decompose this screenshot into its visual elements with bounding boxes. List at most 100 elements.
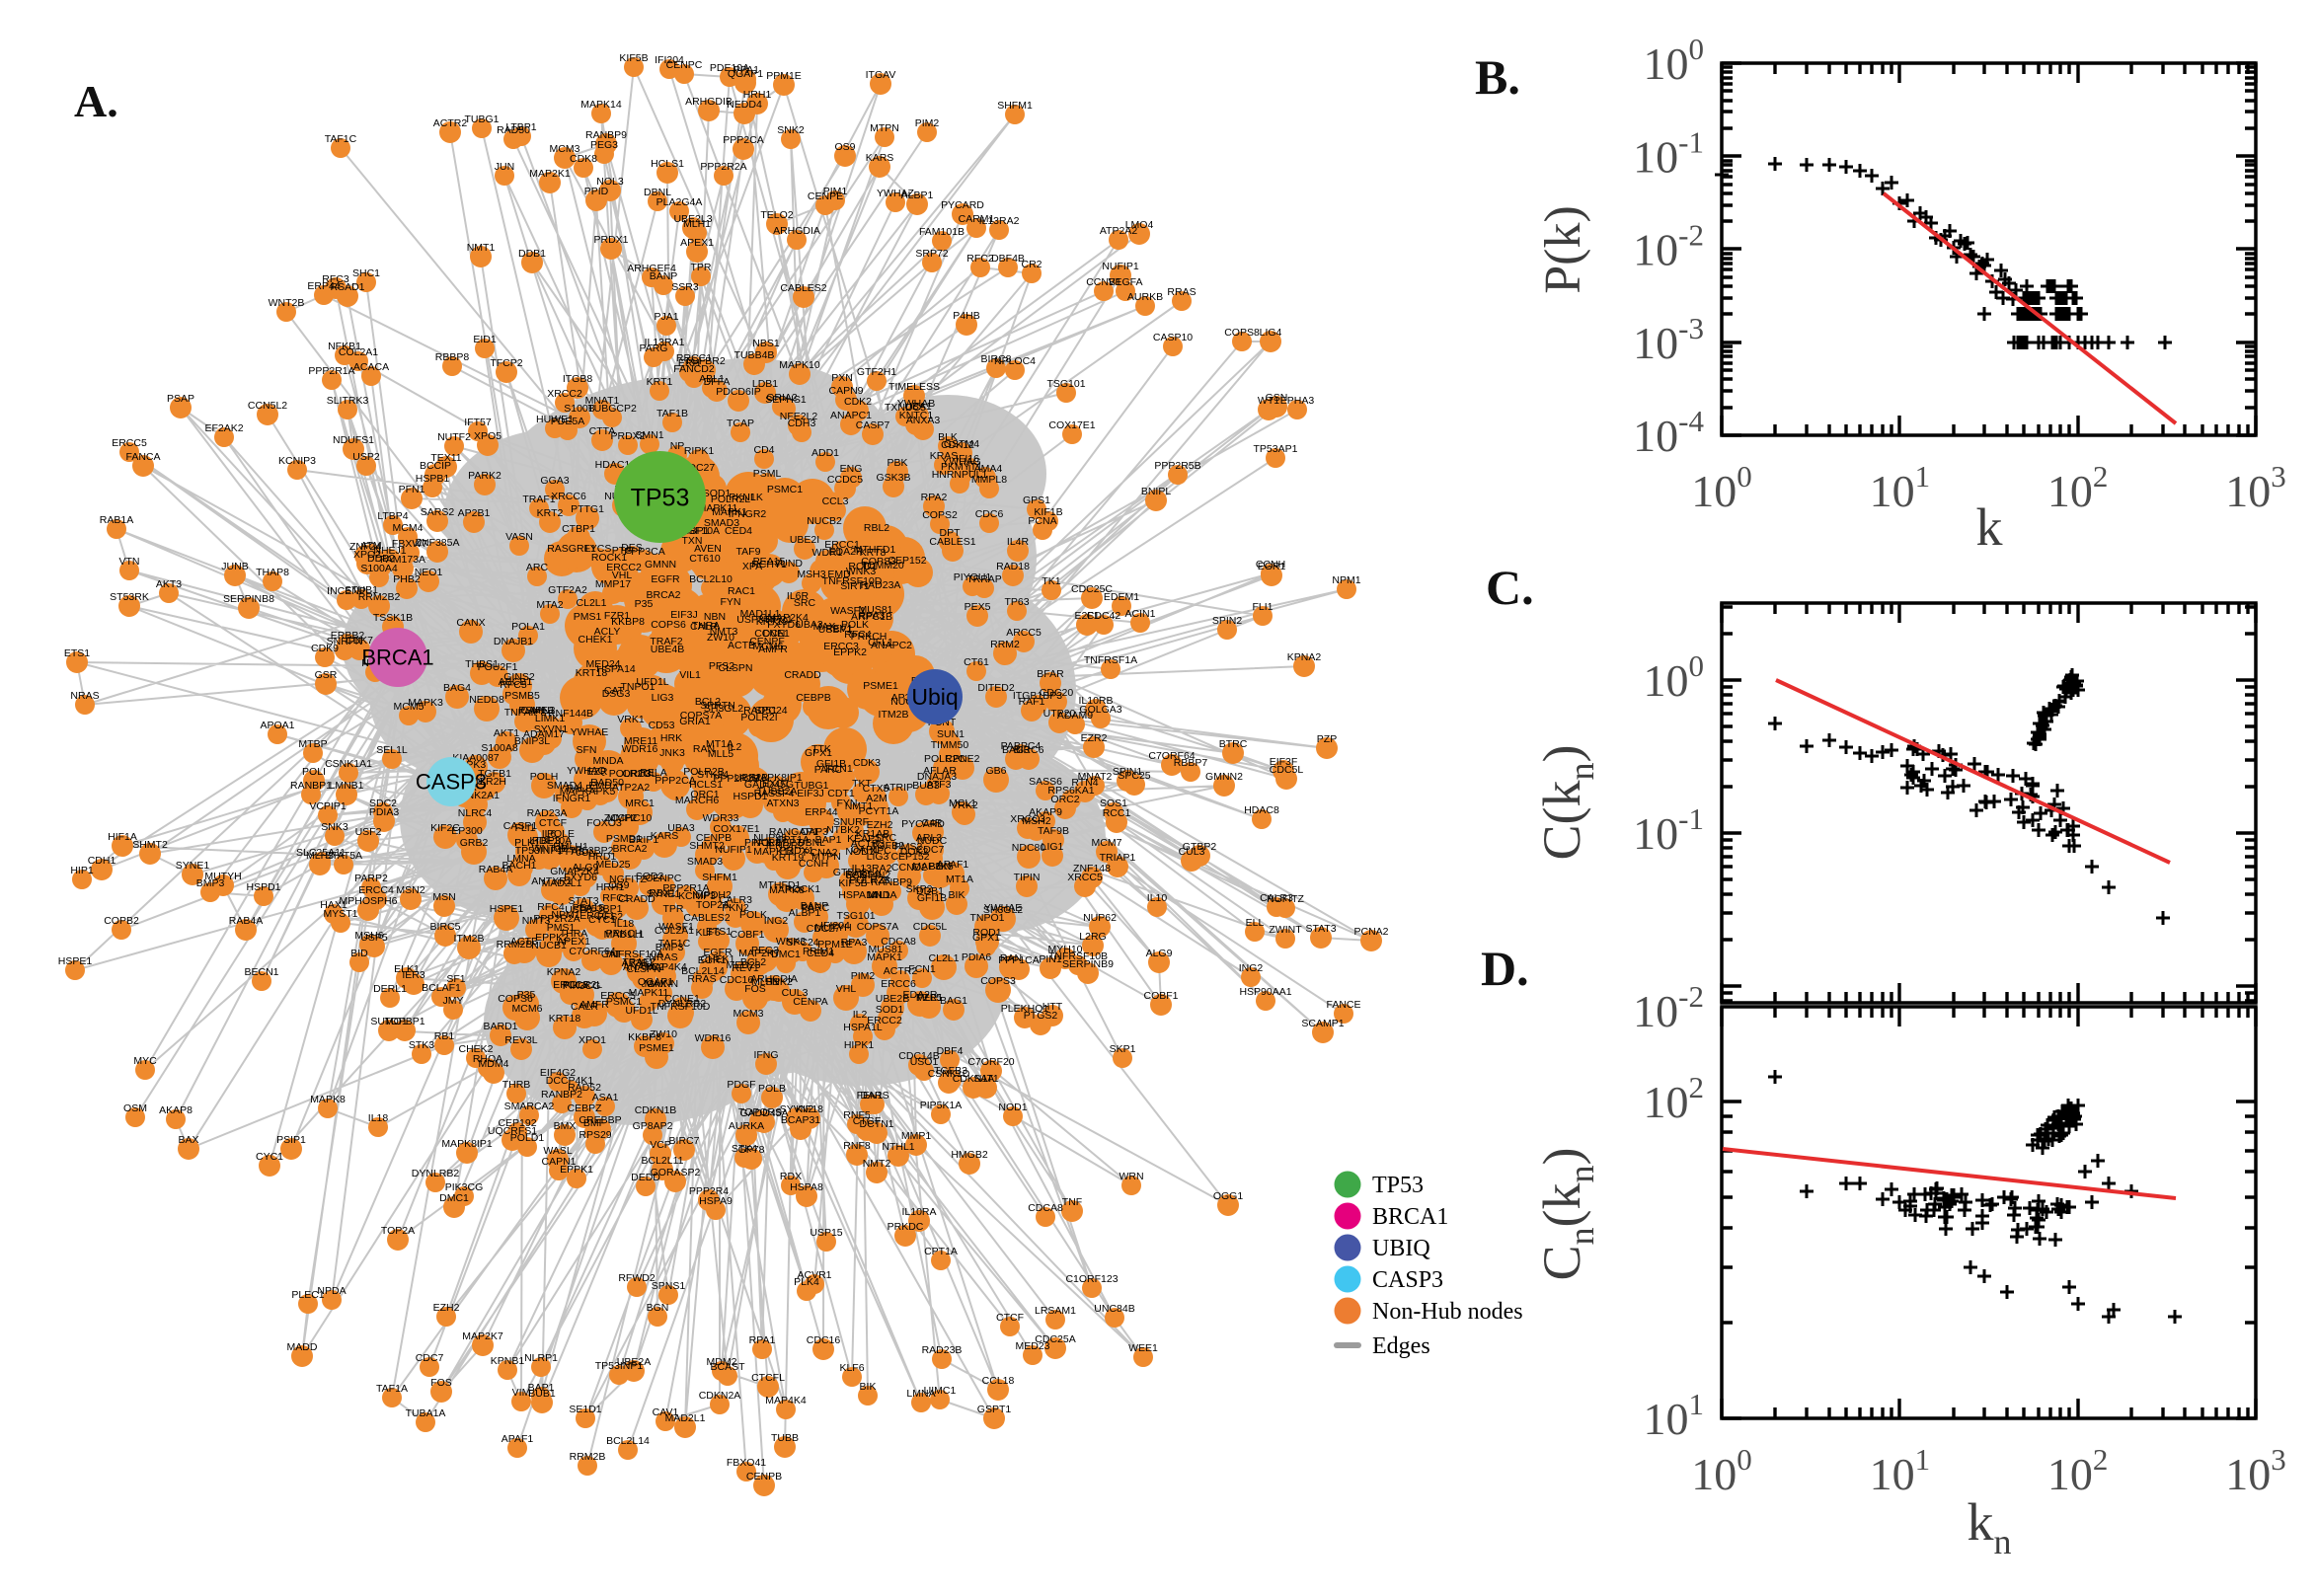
svg-text:BCL2L11: BCL2L11	[641, 1155, 683, 1167]
svg-text:Edges: Edges	[1372, 1333, 1430, 1359]
svg-text:RFC4: RFC4	[537, 901, 565, 913]
svg-text:TKT: TKT	[852, 778, 872, 790]
svg-text:ACACA: ACACA	[353, 361, 389, 373]
svg-text:Non-Hub nodes: Non-Hub nodes	[1372, 1299, 1523, 1325]
svg-text:DDB1: DDB1	[916, 885, 944, 897]
svg-text:RCC1: RCC1	[1103, 807, 1131, 819]
svg-text:FBXO41: FBXO41	[727, 1457, 766, 1469]
svg-text:CD53: CD53	[649, 720, 675, 731]
svg-text:EIF3J: EIF3J	[797, 788, 823, 799]
svg-text:ACTR2: ACTR2	[884, 965, 918, 977]
svg-text:VHL: VHL	[836, 983, 857, 995]
svg-text:NPLOC4: NPLOC4	[994, 355, 1036, 367]
svg-text:EP300: EP300	[451, 825, 483, 837]
svg-text:PRIM1: PRIM1	[803, 946, 834, 957]
svg-text:MNDA: MNDA	[867, 889, 897, 901]
svg-text:VCPIP1: VCPIP1	[309, 800, 347, 812]
svg-text:THRA: THRA	[692, 620, 721, 632]
svg-text:CEP152: CEP152	[888, 555, 926, 567]
svg-text:CENPB: CENPB	[746, 1471, 782, 1482]
svg-text:PPP3CA: PPP3CA	[624, 546, 664, 558]
svg-text:SPIN2: SPIN2	[861, 870, 891, 881]
svg-text:BGN: BGN	[647, 1302, 669, 1314]
svg-text:KCNIP3: KCNIP3	[678, 890, 716, 902]
svg-text:GB6: GB6	[985, 765, 1006, 777]
svg-text:PYCARD: PYCARD	[901, 818, 945, 830]
svg-text:TIMM50: TIMM50	[931, 739, 969, 751]
svg-text:SARS2: SARS2	[421, 506, 455, 518]
svg-text:ARHGDIB: ARHGDIB	[685, 96, 733, 108]
svg-text:ALG9: ALG9	[573, 862, 599, 874]
svg-text:HDAC8: HDAC8	[1244, 804, 1279, 816]
svg-text:TELO2: TELO2	[760, 209, 793, 221]
svg-text:UBIQ: UBIQ	[1372, 1236, 1430, 1261]
svg-text:REV3L: REV3L	[504, 1034, 537, 1046]
svg-text:CANX: CANX	[456, 617, 485, 629]
svg-text:MAP4K4: MAP4K4	[765, 1395, 807, 1406]
svg-text:CDC5L: CDC5L	[913, 921, 948, 933]
svg-text:SMAD3: SMAD3	[687, 856, 723, 868]
svg-text:BMP3: BMP3	[196, 877, 225, 889]
svg-text:ABCB1: ABCB1	[499, 676, 533, 688]
svg-text:CTCF: CTCF	[996, 1312, 1024, 1324]
svg-text:ZWINT: ZWINT	[1269, 924, 1302, 936]
svg-text:CEBPB: CEBPB	[796, 692, 831, 704]
svg-text:TCAP: TCAP	[727, 418, 754, 429]
svg-text:MAPK8IP1: MAPK8IP1	[751, 772, 803, 784]
svg-text:BMF: BMF	[583, 1117, 605, 1129]
svg-text:SYVN1: SYVN1	[534, 723, 569, 735]
svg-text:SNK2: SNK2	[777, 124, 805, 136]
svg-text:TRAF2: TRAF2	[650, 636, 682, 647]
svg-text:POLB: POLB	[758, 1083, 786, 1095]
svg-text:KARS: KARS	[866, 152, 894, 164]
svg-text:LIG1: LIG1	[1042, 841, 1064, 853]
svg-text:USP2: USP2	[352, 451, 380, 463]
svg-text:TUBB: TUBB	[771, 1432, 799, 1444]
svg-text:TPR: TPR	[663, 903, 684, 915]
svg-text:UFD1L: UFD1L	[625, 1005, 657, 1017]
svg-text:JUNB: JUNB	[221, 561, 248, 572]
svg-text:SUN1: SUN1	[937, 728, 965, 740]
svg-text:WDR16: WDR16	[622, 743, 658, 755]
svg-text:PARC: PARC	[802, 902, 830, 914]
svg-text:ARHGDIA: ARHGDIA	[750, 973, 798, 985]
svg-text:USP15: USP15	[810, 1227, 842, 1239]
svg-text:TNFRSF1A: TNFRSF1A	[1084, 654, 1137, 666]
svg-text:RPA3: RPA3	[859, 610, 886, 622]
svg-text:NOL3: NOL3	[596, 176, 624, 188]
svg-text:PIM2: PIM2	[851, 970, 876, 982]
svg-text:RBBP7: RBBP7	[768, 837, 803, 849]
svg-text:AKT1: AKT1	[494, 727, 519, 739]
svg-text:CASP3: CASP3	[1372, 1267, 1443, 1293]
svg-text:MCM7: MCM7	[1092, 837, 1122, 849]
svg-text:EGFR: EGFR	[651, 573, 680, 585]
svg-text:SOD1: SOD1	[703, 488, 732, 499]
svg-text:IL18: IL18	[368, 1112, 389, 1124]
svg-text:IFNGR1: IFNGR1	[553, 793, 591, 804]
svg-text:WNK3: WNK3	[776, 936, 806, 948]
svg-text:SSR3: SSR3	[671, 281, 699, 293]
svg-text:PRKDC: PRKDC	[888, 1221, 924, 1233]
svg-text:PIK3CG: PIK3CG	[563, 980, 601, 992]
svg-text:USF2: USF2	[355, 826, 382, 838]
svg-text:WRN: WRN	[1119, 1171, 1143, 1182]
svg-text:POLR2B: POLR2B	[683, 766, 724, 778]
svg-text:KRT1: KRT1	[647, 376, 673, 388]
svg-text:RPA3: RPA3	[841, 937, 868, 949]
svg-text:PPP2CA: PPP2CA	[655, 775, 695, 787]
svg-text:EGR1: EGR1	[698, 954, 727, 966]
svg-text:ANAPC2: ANAPC2	[623, 961, 664, 973]
svg-text:RAD18: RAD18	[996, 561, 1030, 572]
svg-text:TUBG1: TUBG1	[794, 780, 828, 792]
svg-text:RBX1: RBX1	[649, 887, 676, 899]
svg-text:NUFIP1: NUFIP1	[1102, 261, 1139, 272]
svg-text:CASP3: CASP3	[416, 770, 487, 795]
svg-text:NPM1: NPM1	[551, 909, 579, 921]
svg-text:MLH1: MLH1	[751, 976, 779, 988]
svg-text:NUTF2: NUTF2	[437, 431, 471, 443]
svg-text:BCL2L14: BCL2L14	[681, 965, 725, 977]
svg-text:USP5: USP5	[360, 932, 388, 944]
svg-text:SRP72: SRP72	[915, 248, 948, 260]
svg-text:CALR3: CALR3	[719, 894, 752, 906]
svg-text:CAT: CAT	[601, 949, 622, 960]
